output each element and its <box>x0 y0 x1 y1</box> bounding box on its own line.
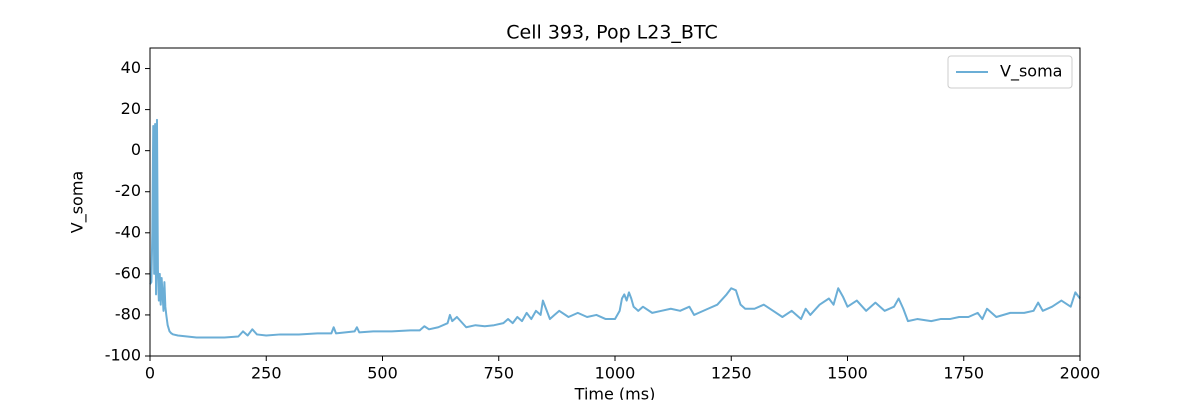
legend-box <box>947 55 1073 89</box>
y-axis-label: V_soma <box>68 171 88 233</box>
x-tick-label: 750 <box>483 364 514 383</box>
chart-title: Cell 393, Pop L23_BTC <box>506 22 717 44</box>
y-tick-label: -40 <box>115 222 141 241</box>
y-tick-label: -60 <box>115 263 141 282</box>
x-tick-label: 1500 <box>827 364 868 383</box>
data-line <box>149 118 1081 339</box>
x-axis-label: Time (ms) <box>574 385 656 400</box>
x-tick-label: 2000 <box>1060 364 1101 383</box>
y-tick-label: 40 <box>121 58 141 77</box>
y-tick-label: 20 <box>121 99 141 118</box>
y-tick-label: -20 <box>115 181 141 200</box>
y-tick-label: 0 <box>131 140 141 159</box>
x-tick-label: 250 <box>251 364 282 383</box>
x-tick-label: 500 <box>367 364 398 383</box>
y-tick-label: -100 <box>105 346 141 365</box>
x-tick-label: 1000 <box>595 364 636 383</box>
plot-frame <box>149 47 1081 357</box>
x-tick-label: 1250 <box>711 364 752 383</box>
legend-label: V_soma <box>1000 62 1062 82</box>
x-tick-label: 1750 <box>943 364 984 383</box>
y-tick-label: -80 <box>115 304 141 323</box>
x-tick-label: 0 <box>145 364 155 383</box>
